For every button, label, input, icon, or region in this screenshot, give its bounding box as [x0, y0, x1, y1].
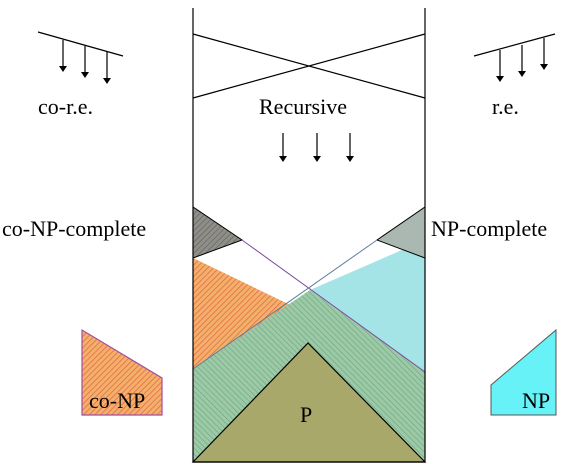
label-co-np-complete: co-NP-complete	[2, 216, 146, 241]
label-recursive: Recursive	[259, 94, 347, 119]
label-p: P	[300, 402, 312, 427]
np-complete-region	[375, 206, 426, 259]
label-re: r.e.	[492, 94, 519, 119]
co-np-boundary-line	[241, 239, 426, 373]
label-co-re: co-r.e.	[38, 94, 93, 119]
cross-line-b	[192, 33, 426, 99]
np-boundary-line	[192, 239, 378, 370]
label-np: NP	[522, 388, 550, 413]
co-re-symbol	[37, 31, 124, 84]
label-co-np: co-NP	[89, 388, 145, 413]
label-np-complete: NP-complete	[431, 216, 547, 241]
np-region	[310, 240, 425, 372]
recursive-arrows	[279, 133, 354, 162]
co-np-legend-shape	[81, 328, 163, 416]
re-symbol	[473, 33, 556, 82]
co-np-complete-region	[192, 206, 244, 259]
np-legend-shape	[490, 328, 557, 416]
